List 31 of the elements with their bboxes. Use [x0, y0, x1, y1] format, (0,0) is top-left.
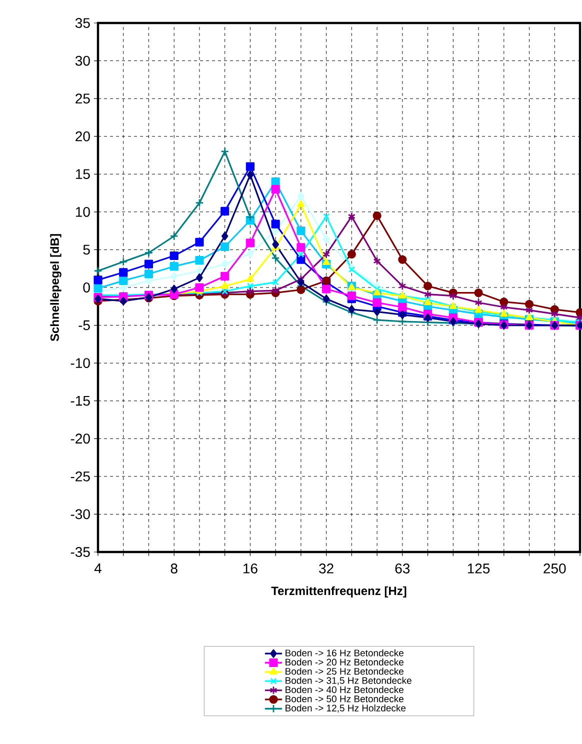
legend-label: Boden -> 12,5 Hz Holzdecke — [286, 704, 406, 713]
legend-label: Boden -> 25 Hz Betondecke — [286, 668, 404, 675]
y-tick-label: 0 — [83, 282, 90, 292]
y-tick-label: 15 — [76, 169, 90, 180]
legend-label: Boden -> 16 Hz Betondecke — [286, 649, 404, 656]
y-tick-label: -10 — [70, 358, 90, 368]
x-tick-label: 63 — [395, 564, 410, 574]
y-tick-label: 25 — [76, 94, 90, 104]
y-tick-label: -25 — [70, 471, 90, 482]
x-tick-label: 32 — [319, 564, 334, 574]
x-tick-label: 4 — [94, 564, 102, 574]
y-tick-label: -35 — [70, 547, 90, 557]
y-tick-label: -30 — [70, 509, 90, 520]
y-tick-label: 10 — [76, 206, 90, 217]
legend-label: Boden -> 50 Hz Betondecke — [286, 695, 404, 702]
y-tick-label: -20 — [70, 434, 90, 444]
y-axis-title: Schnellepegel [dB] — [50, 234, 62, 342]
y-tick-label: 20 — [76, 131, 90, 142]
x-tick-label: 16 — [243, 564, 258, 574]
y-tick-label: -5 — [78, 320, 90, 330]
x-tick-label: 125 — [468, 564, 490, 574]
y-tick-label: 35 — [75, 18, 90, 28]
legend-label: Boden -> 40 Hz Betondecke — [286, 686, 404, 694]
y-tick-label: 5 — [83, 244, 90, 255]
x-axis-title: Terzmittenfrequenz [Hz] — [271, 586, 406, 598]
x-tick-label: 250 — [544, 564, 566, 574]
x-tick-label: 8 — [170, 564, 178, 574]
y-tick-label: 30 — [75, 56, 90, 66]
legend-label: Boden -> 31,5 Hz Betondecke — [286, 676, 412, 686]
y-tick-label: -15 — [70, 396, 90, 406]
legend-label: Boden -> 20 Hz Betondecke — [286, 658, 404, 666]
